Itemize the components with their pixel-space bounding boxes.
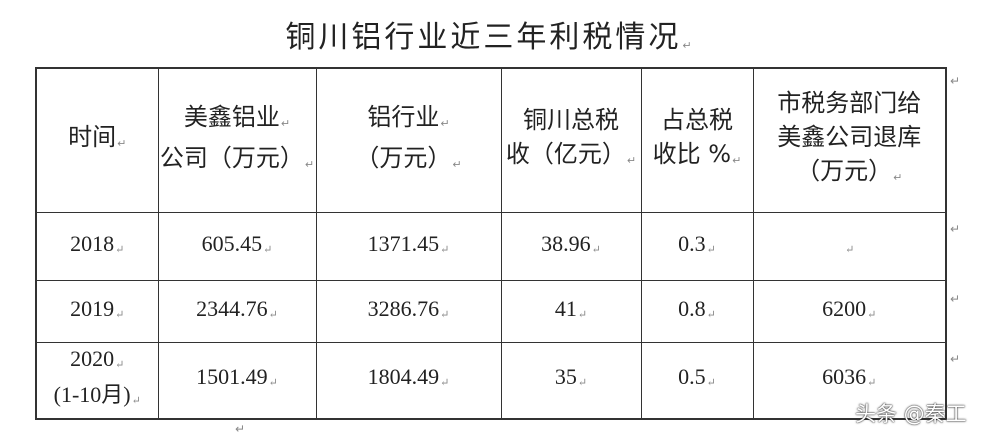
cell-industry: 1804.49 bbox=[315, 342, 502, 419]
cell-refund bbox=[752, 212, 947, 281]
table-row: 2020(1-10月) 1501.49 1804.49 35 0.5 6036 bbox=[35, 342, 947, 419]
header-total-tax: 铜川总税 收（亿元） bbox=[500, 67, 642, 213]
cell-time: 2019 bbox=[35, 280, 159, 343]
cell-ratio: 0.8 bbox=[640, 280, 754, 343]
cell-time: 2020(1-10月) bbox=[35, 342, 159, 419]
paragraph-mark-icon: ↵ bbox=[950, 352, 961, 366]
cell-total-tax: 35 bbox=[500, 342, 642, 419]
cell-time: 2018 bbox=[35, 212, 159, 281]
table-row: 2019 2344.76 3286.76 41 0.8 6200 bbox=[35, 280, 947, 343]
cell-refund: 6036 bbox=[752, 342, 947, 419]
table-row: 2018 605.45 1371.45 38.96 0.3 bbox=[35, 212, 947, 281]
document-title: 铜川铝行业近三年利税情况 bbox=[0, 12, 980, 56]
paragraph-mark-icon: ↵ bbox=[235, 422, 246, 436]
header-ratio: 占总税 收比 % bbox=[640, 67, 754, 213]
header-refund: 市税务部门给 美鑫公司退库 （万元） bbox=[752, 67, 947, 213]
header-meixin: 美鑫铝业公司（万元） bbox=[157, 67, 317, 213]
cell-industry: 1371.45 bbox=[315, 212, 502, 281]
cell-ratio: 0.3 bbox=[640, 212, 754, 281]
paragraph-mark-icon: ↵ bbox=[950, 222, 961, 236]
cell-refund: 6200 bbox=[752, 280, 947, 343]
cell-ratio: 0.5 bbox=[640, 342, 754, 419]
header-time: 时间 bbox=[35, 67, 159, 213]
cell-industry: 3286.76 bbox=[315, 280, 502, 343]
header-industry: 铝行业（万元） bbox=[315, 67, 502, 213]
cell-meixin: 605.45 bbox=[157, 212, 317, 281]
cell-meixin: 1501.49 bbox=[157, 342, 317, 419]
cell-total-tax: 38.96 bbox=[500, 212, 642, 281]
paragraph-mark-icon: ↵ bbox=[950, 74, 961, 88]
cell-meixin: 2344.76 bbox=[157, 280, 317, 343]
cell-total-tax: 41 bbox=[500, 280, 642, 343]
watermark: 头条 @秦工 bbox=[855, 402, 967, 426]
paragraph-mark-icon: ↵ bbox=[950, 292, 961, 306]
